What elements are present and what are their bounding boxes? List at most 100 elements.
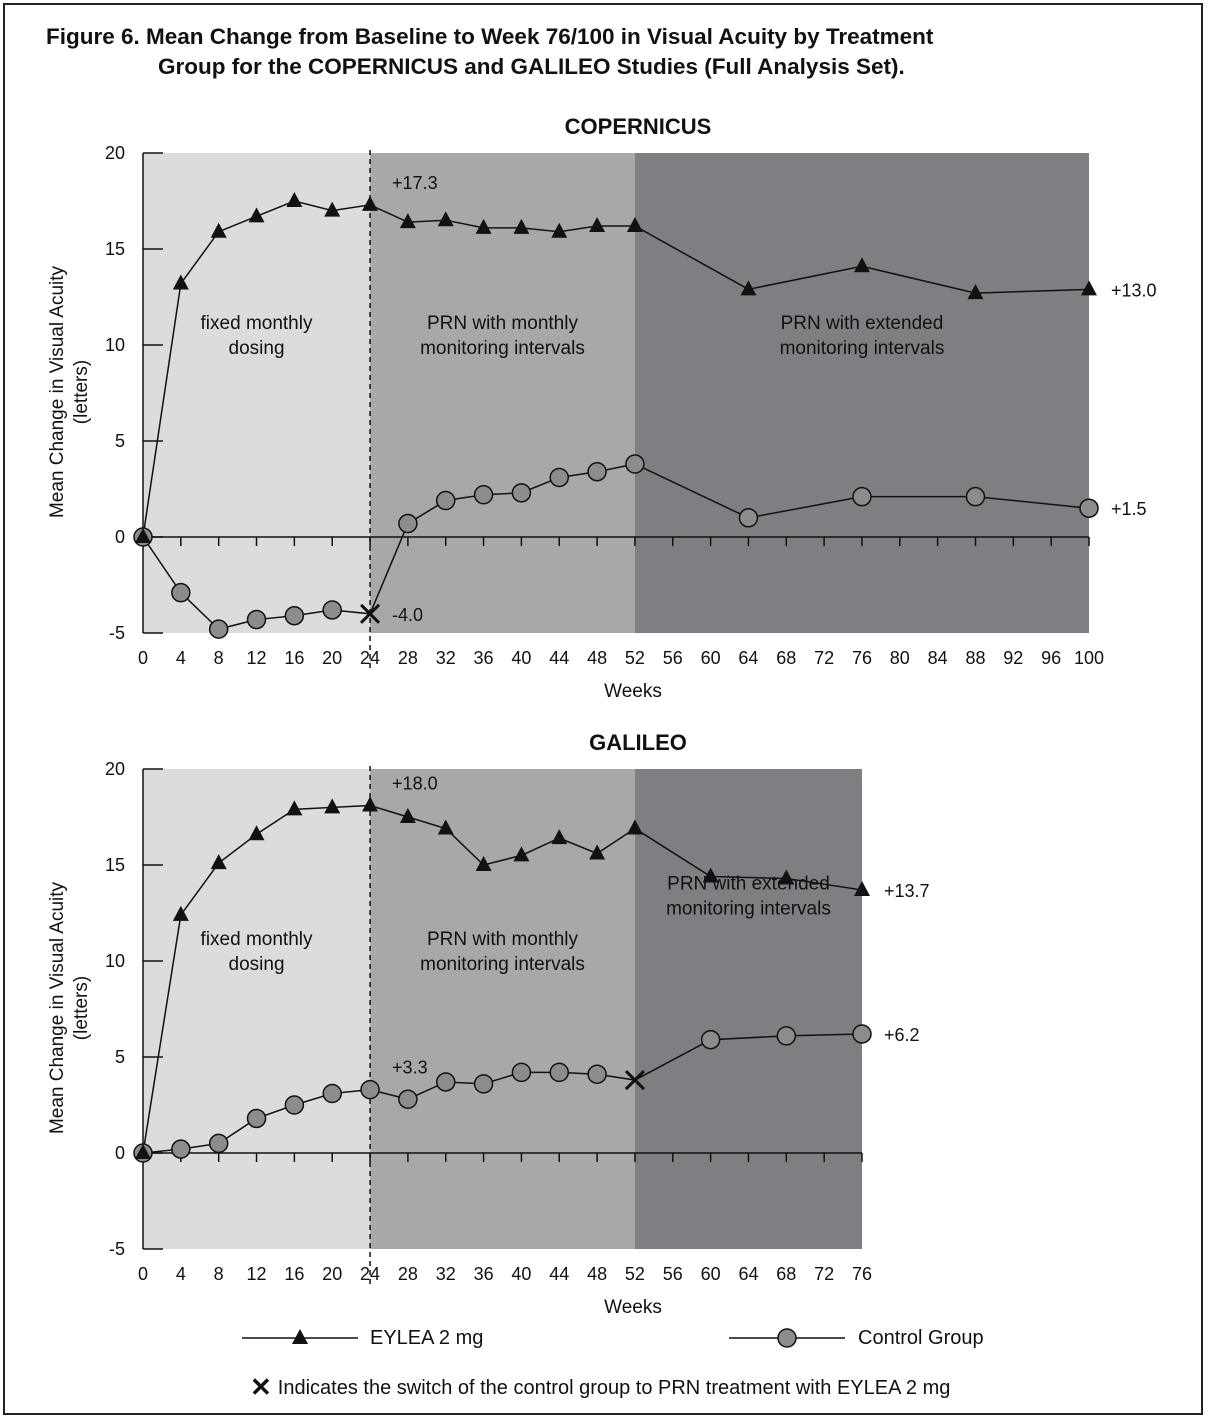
- eylea-point: [248, 825, 265, 841]
- phase-label-2-line1: PRN with monthly: [427, 929, 578, 950]
- phase-label-1-line2: dosing: [229, 954, 285, 975]
- x-tick-label: 16: [284, 1264, 304, 1284]
- x-tick-label: 48: [587, 648, 607, 668]
- x-tick-label: 84: [928, 648, 948, 668]
- figure-frame: [3, 3, 1203, 1415]
- eylea-point: [854, 880, 870, 896]
- copernicus-chart: fixed monthly dosing PRN with monthly monit…: [105, 143, 1157, 670]
- eylea-point: [172, 274, 189, 290]
- switch-x-mark: [624, 1069, 646, 1091]
- x-tick-label: 64: [738, 1264, 758, 1284]
- value-annotation: +18.0: [392, 773, 438, 793]
- x-tick-label: 16: [284, 648, 304, 668]
- value-annotation: -4.0: [392, 605, 423, 625]
- x-tick-label: 20: [322, 648, 342, 668]
- eylea-point: [626, 819, 643, 835]
- legend-control-label: Control Group: [858, 1327, 984, 1349]
- phase-band-1: [143, 153, 371, 633]
- x-tick-label: 28: [398, 1264, 418, 1284]
- control-point: [587, 461, 607, 482]
- eylea-point: [135, 1144, 151, 1159]
- control-point: [171, 582, 191, 603]
- eylea-point: [248, 207, 265, 223]
- x-tick-label: 32: [436, 1264, 456, 1284]
- control-point: [549, 467, 569, 488]
- phase-band-3: [634, 153, 1089, 633]
- y-tick-label: 0: [115, 1143, 125, 1163]
- switch-x-mark: [359, 603, 381, 624]
- x-tick-label: 72: [814, 648, 834, 668]
- phase-label-2-line1: PRN with monthly: [427, 313, 578, 334]
- eylea-point: [626, 216, 643, 232]
- copernicus-x-axis-label: Weeks: [604, 681, 662, 702]
- x-tick-label: 76: [852, 648, 872, 668]
- eylea-point: [853, 257, 870, 273]
- x-tick-label: 48: [587, 1264, 607, 1284]
- phase-band-1: [143, 769, 371, 1249]
- y-tick-label: 5: [115, 1047, 125, 1067]
- eylea-point: [210, 222, 227, 238]
- eylea-point: [1081, 280, 1097, 296]
- y-tick-label: 20: [105, 759, 125, 779]
- phase-label-1-line2: dosing: [229, 338, 285, 359]
- y-tick-label: 5: [115, 431, 125, 451]
- legend: EYLEA 2 mg Control Group: [0, 1318, 1208, 1408]
- control-point: [738, 508, 759, 528]
- x-tick-label: 12: [247, 1264, 267, 1284]
- x-tick-label: 4: [176, 648, 186, 668]
- eylea-point: [324, 798, 341, 814]
- control-point: [700, 1029, 721, 1050]
- y-tick-label: 20: [105, 143, 125, 163]
- value-annotation: +6.2: [884, 1025, 920, 1045]
- legend-eylea-label: EYLEA 2 mg: [370, 1327, 484, 1349]
- x-tick-label: 20: [322, 1264, 342, 1284]
- eylea-point: [399, 213, 416, 229]
- x-tick-label: 56: [663, 1264, 683, 1284]
- control-point: [435, 1072, 456, 1092]
- eylea-point: [210, 854, 227, 870]
- x-tick-label: 68: [776, 1264, 796, 1284]
- x-tick-label: 0: [138, 1264, 148, 1284]
- figure-title-line1: Figure 6. Mean Change from Baseline to W…: [46, 24, 934, 49]
- eylea-point: [551, 222, 568, 238]
- value-annotation: +17.3: [392, 173, 438, 193]
- x-tick-label: 40: [511, 1264, 531, 1284]
- x-tick-label: 92: [1003, 648, 1023, 668]
- switch-note-text: Indicates the switch of the control grou…: [277, 1377, 951, 1399]
- x-tick-label: 80: [890, 648, 910, 668]
- phase-band-2: [370, 769, 635, 1249]
- control-point: [208, 619, 229, 639]
- control-point: [473, 485, 494, 505]
- x-tick-label: 44: [549, 1264, 569, 1284]
- eylea-point: [551, 829, 568, 845]
- x-tick-label: 76: [852, 1264, 872, 1284]
- control-point: [776, 1026, 797, 1046]
- legend-markers: [242, 1328, 845, 1348]
- x-tick-label: 60: [701, 648, 721, 668]
- eylea-point: [475, 218, 492, 234]
- x-tick-label: 100: [1074, 648, 1104, 668]
- eylea-point: [589, 216, 606, 232]
- control-point: [587, 1064, 607, 1085]
- control-point: [511, 1062, 532, 1083]
- control-point: [171, 1139, 191, 1159]
- figure-title: Figure 6. Mean Change from Baseline to W…: [46, 22, 933, 82]
- control-point: [398, 1089, 418, 1109]
- eylea-point: [324, 201, 341, 217]
- x-tick-label: 8: [214, 648, 224, 668]
- copernicus-title: COPERNICUS: [564, 114, 712, 139]
- eylea-point: [362, 796, 379, 812]
- eylea-point: [286, 192, 303, 207]
- phase-band-3: [634, 769, 862, 1249]
- eylea-point: [702, 867, 719, 883]
- control-point: [965, 486, 986, 507]
- x-tick-label: 36: [474, 648, 494, 668]
- phase-label-3-line2: monitoring intervals: [666, 898, 831, 919]
- x-tick-label: 60: [701, 1264, 721, 1284]
- eylea-point: [362, 195, 379, 211]
- eylea-point: [475, 856, 492, 871]
- x-tick-label: 40: [511, 648, 531, 668]
- x-tick-label: 44: [549, 648, 569, 668]
- x-tick-label: 88: [965, 648, 985, 668]
- eylea-point: [589, 844, 606, 860]
